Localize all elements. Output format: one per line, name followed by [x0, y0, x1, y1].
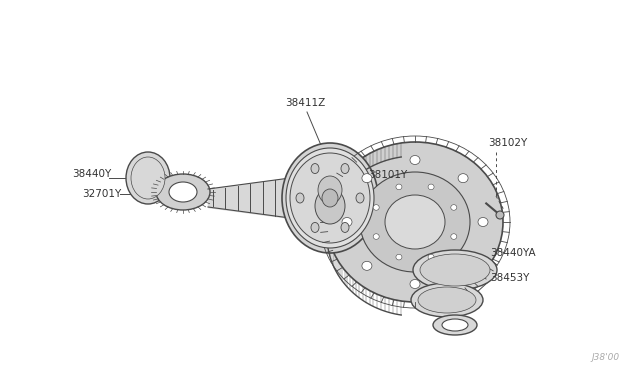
- Ellipse shape: [311, 164, 319, 174]
- Ellipse shape: [156, 174, 210, 210]
- Ellipse shape: [360, 172, 470, 272]
- Ellipse shape: [341, 222, 349, 232]
- Text: J38'00: J38'00: [591, 353, 622, 362]
- Ellipse shape: [458, 262, 468, 270]
- Ellipse shape: [396, 254, 402, 260]
- Ellipse shape: [442, 319, 468, 331]
- Text: 38102Y: 38102Y: [488, 138, 527, 148]
- Ellipse shape: [451, 205, 457, 210]
- Ellipse shape: [496, 211, 504, 219]
- Ellipse shape: [131, 157, 165, 199]
- Ellipse shape: [342, 218, 352, 227]
- Ellipse shape: [428, 254, 434, 260]
- Ellipse shape: [169, 182, 197, 202]
- Ellipse shape: [410, 155, 420, 164]
- Ellipse shape: [424, 290, 470, 310]
- Text: 38101Y: 38101Y: [368, 170, 407, 180]
- Ellipse shape: [451, 234, 457, 239]
- Ellipse shape: [373, 205, 379, 210]
- Ellipse shape: [427, 258, 483, 282]
- Ellipse shape: [356, 193, 364, 203]
- Ellipse shape: [327, 142, 503, 302]
- Ellipse shape: [478, 218, 488, 227]
- Ellipse shape: [411, 283, 483, 317]
- Ellipse shape: [396, 184, 402, 190]
- Ellipse shape: [126, 152, 170, 204]
- Ellipse shape: [413, 250, 497, 290]
- Ellipse shape: [322, 189, 338, 207]
- Ellipse shape: [418, 287, 476, 313]
- Text: 38453Y: 38453Y: [490, 273, 529, 283]
- Ellipse shape: [318, 176, 342, 204]
- Ellipse shape: [373, 234, 379, 239]
- Text: 32701Y: 32701Y: [82, 189, 121, 199]
- Ellipse shape: [290, 153, 370, 243]
- Ellipse shape: [362, 174, 372, 183]
- Ellipse shape: [282, 143, 378, 253]
- Ellipse shape: [286, 148, 374, 248]
- Text: 38440YA: 38440YA: [490, 248, 536, 258]
- Text: 38440Y: 38440Y: [72, 169, 111, 179]
- Ellipse shape: [362, 262, 372, 270]
- Ellipse shape: [458, 174, 468, 183]
- Ellipse shape: [433, 315, 477, 335]
- Ellipse shape: [296, 193, 304, 203]
- Ellipse shape: [315, 188, 345, 224]
- Ellipse shape: [428, 184, 434, 190]
- Ellipse shape: [410, 279, 420, 289]
- Ellipse shape: [420, 254, 490, 286]
- Ellipse shape: [341, 164, 349, 174]
- Text: 38411Z: 38411Z: [285, 98, 325, 108]
- Ellipse shape: [385, 195, 445, 249]
- Ellipse shape: [311, 222, 319, 232]
- Ellipse shape: [135, 162, 161, 194]
